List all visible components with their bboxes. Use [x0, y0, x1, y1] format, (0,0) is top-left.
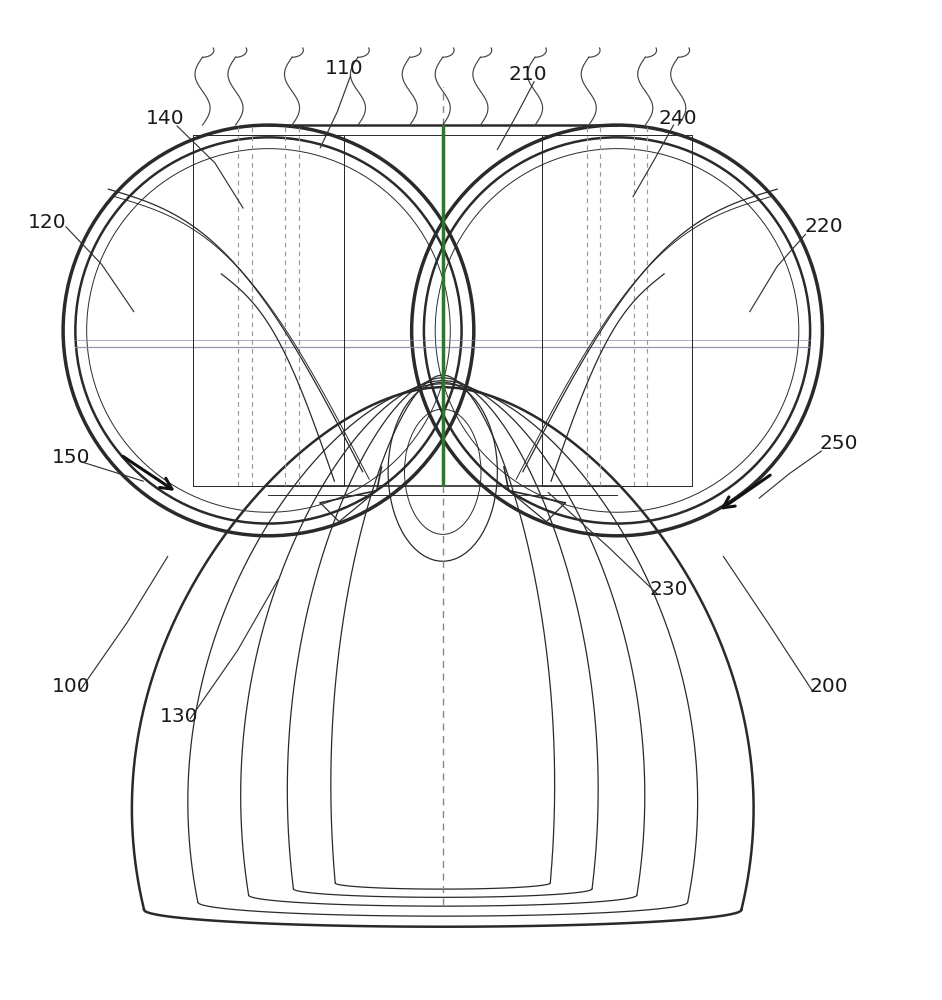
Text: 150: 150 — [52, 448, 89, 467]
Text: 200: 200 — [809, 677, 849, 696]
Text: 140: 140 — [145, 109, 185, 128]
Text: 110: 110 — [324, 59, 364, 78]
Text: 210: 210 — [508, 65, 547, 84]
Text: 130: 130 — [160, 707, 198, 726]
Text: 240: 240 — [658, 109, 698, 128]
Text: 220: 220 — [804, 217, 844, 236]
Text: 120: 120 — [27, 213, 67, 232]
Text: 100: 100 — [51, 677, 90, 696]
Text: 230: 230 — [650, 580, 688, 599]
Text: 250: 250 — [820, 434, 857, 453]
